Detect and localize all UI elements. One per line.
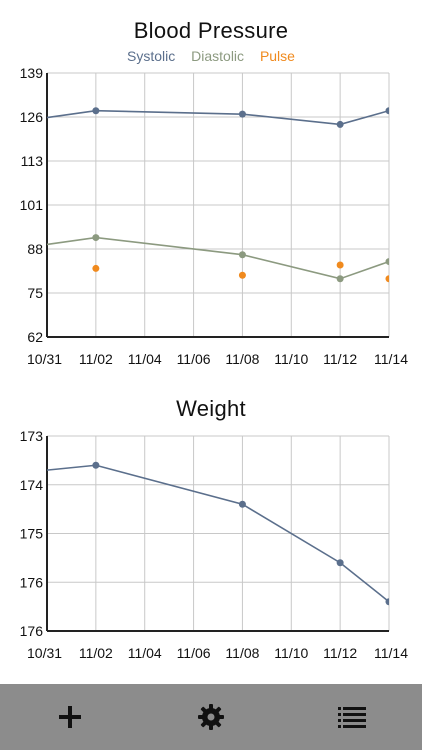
x-tick-label: 11/10 — [274, 351, 308, 367]
bp-chart-title: Blood Pressure — [133, 18, 289, 43]
bottom-toolbar — [0, 684, 422, 750]
data-point — [336, 261, 344, 269]
list-icon — [337, 707, 366, 728]
x-tick-label: 11/08 — [225, 351, 259, 367]
plus-icon — [59, 706, 82, 728]
x-tick-label: 11/12 — [323, 351, 357, 367]
x-tick-label: 11/14 — [374, 351, 408, 367]
y-tick-label: 173 — [20, 428, 44, 444]
data-point — [385, 258, 389, 266]
add-entry-button[interactable] — [40, 692, 100, 742]
x-tick-label: 11/06 — [177, 645, 211, 661]
gear-icon — [197, 704, 224, 730]
y-tick-label: 113 — [21, 153, 44, 169]
data-point — [238, 271, 246, 279]
y-tick-label: 75 — [27, 285, 43, 301]
y-tick-label: 101 — [20, 197, 44, 213]
series-group — [46, 461, 389, 606]
y-tick-label: 174 — [20, 477, 44, 493]
y-tick-label: 175 — [20, 526, 44, 542]
data-point — [238, 251, 246, 259]
x-tick-label: 11/10 — [274, 645, 308, 661]
x-tick-label: 11/06 — [177, 351, 211, 367]
y-tick-label: 176 — [20, 574, 44, 590]
data-point — [385, 275, 389, 283]
x-tick-label: 11/08 — [225, 645, 259, 661]
y-tick-label: 62 — [27, 329, 43, 345]
legend-diastolic: Diastolic — [191, 48, 245, 64]
data-point — [92, 234, 100, 242]
data-point — [336, 275, 344, 283]
weight-chart-title: Weight — [176, 396, 246, 421]
x-tick-label: 11/04 — [128, 645, 162, 661]
bp-plot: 62 75 88 101 113 126 139 10/31 11/02 11/04 11/06 11… — [20, 65, 409, 367]
y-tick-label: 88 — [27, 241, 43, 257]
data-point — [92, 107, 100, 115]
y-tick-label: 176 — [20, 623, 44, 639]
x-tick-label: 11/02 — [79, 351, 113, 367]
weight-plot: 176 176 175 174 173 10/31 11/02 11/04 11/06 11/08… — [20, 428, 409, 661]
data-point — [238, 500, 246, 508]
data-point — [385, 107, 389, 115]
series-line — [46, 236, 389, 280]
x-tick-label: 11/14 — [374, 645, 408, 661]
legend-pulse: Pulse — [259, 48, 295, 64]
settings-button[interactable] — [181, 692, 241, 742]
x-tick-label: 11/02 — [79, 645, 113, 661]
x-tick-label: 10/31 — [27, 645, 62, 661]
data-point — [336, 559, 344, 567]
data-point — [336, 120, 344, 128]
legend-systolic: Systolic — [127, 48, 176, 64]
x-tick-label: 11/12 — [323, 645, 357, 661]
x-tick-label: 10/31 — [27, 351, 62, 367]
x-tick-label: 11/04 — [128, 351, 162, 367]
data-point — [385, 598, 389, 606]
y-tick-label: 126 — [20, 109, 44, 125]
bp-legend: Systolic Diastolic Pulse — [0, 48, 422, 64]
series-group — [46, 107, 389, 283]
weight-chart: Weight 176 176 175 174 173 10/31 11/02 11/04 11/… — [0, 380, 422, 680]
blood-pressure-chart: Blood Pressure Systolic Diastolic Pulse … — [0, 18, 422, 367]
data-point — [92, 461, 100, 469]
y-tick-label: 139 — [20, 65, 44, 81]
list-view-button[interactable] — [322, 692, 382, 742]
data-point — [238, 110, 246, 118]
data-point — [92, 264, 100, 272]
